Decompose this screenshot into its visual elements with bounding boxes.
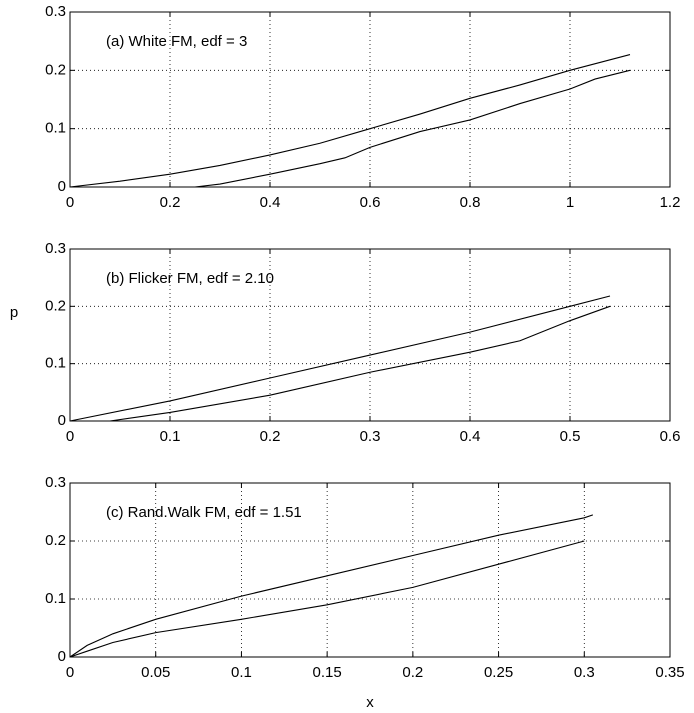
- y-tick-label: 0.1: [45, 590, 66, 607]
- x-tick-label: 0.1: [231, 664, 252, 681]
- curve: [69, 514, 594, 658]
- annotation: (b) Flicker FM, edf = 2.10: [106, 270, 274, 287]
- x-tick-label: 0.3: [574, 664, 595, 681]
- y-tick-label: 0.2: [45, 61, 66, 78]
- y-tick-label: 0: [58, 412, 66, 429]
- y-tick-label: 0.3: [45, 3, 66, 20]
- annotation: (a) White FM, edf = 3: [106, 33, 247, 50]
- x-tick-label: 0.15: [313, 664, 342, 681]
- y-tick-label: 0: [58, 178, 66, 195]
- x-tick-label: 0.05: [141, 664, 170, 681]
- x-tick-label: 0.5: [560, 428, 581, 445]
- x-tick-label: 0.1: [160, 428, 181, 445]
- x-tick-label: 0.3: [360, 428, 381, 445]
- x-tick-label: 0: [66, 194, 74, 211]
- y-tick-label: 0.3: [45, 474, 66, 491]
- y-axis-label: p: [10, 304, 18, 321]
- y-tick-label: 0.1: [45, 120, 66, 137]
- plot-frame: [69, 248, 671, 422]
- x-tick-label: 0.6: [660, 428, 681, 445]
- y-tick-label: 0: [58, 648, 66, 665]
- x-tick-label: 1.2: [660, 194, 681, 211]
- plot-frame: [69, 11, 671, 188]
- x-tick-label: 0.4: [460, 428, 481, 445]
- curve: [69, 540, 585, 658]
- y-tick-label: 0.1: [45, 355, 66, 372]
- x-tick-label: 0.2: [160, 194, 181, 211]
- x-tick-label: 0.35: [655, 664, 684, 681]
- x-axis-label: x: [366, 694, 374, 711]
- y-tick-label: 0.3: [45, 240, 66, 257]
- y-tick-label: 0.2: [45, 532, 66, 549]
- curve: [69, 54, 631, 188]
- x-tick-label: 0.8: [460, 194, 481, 211]
- annotation: (c) Rand.Walk FM, edf = 1.51: [106, 504, 302, 521]
- curve: [69, 295, 611, 422]
- x-tick-label: 0: [66, 664, 74, 681]
- x-tick-label: 0.25: [484, 664, 513, 681]
- curve: [194, 69, 631, 188]
- x-tick-label: 0.2: [260, 428, 281, 445]
- x-tick-label: 0.2: [402, 664, 423, 681]
- plot-frame: [69, 482, 671, 658]
- x-tick-label: 0.6: [360, 194, 381, 211]
- x-tick-label: 0.4: [260, 194, 281, 211]
- curve: [109, 305, 611, 422]
- x-tick-label: 0: [66, 428, 74, 445]
- x-tick-label: 1: [566, 194, 574, 211]
- y-tick-label: 0.2: [45, 297, 66, 314]
